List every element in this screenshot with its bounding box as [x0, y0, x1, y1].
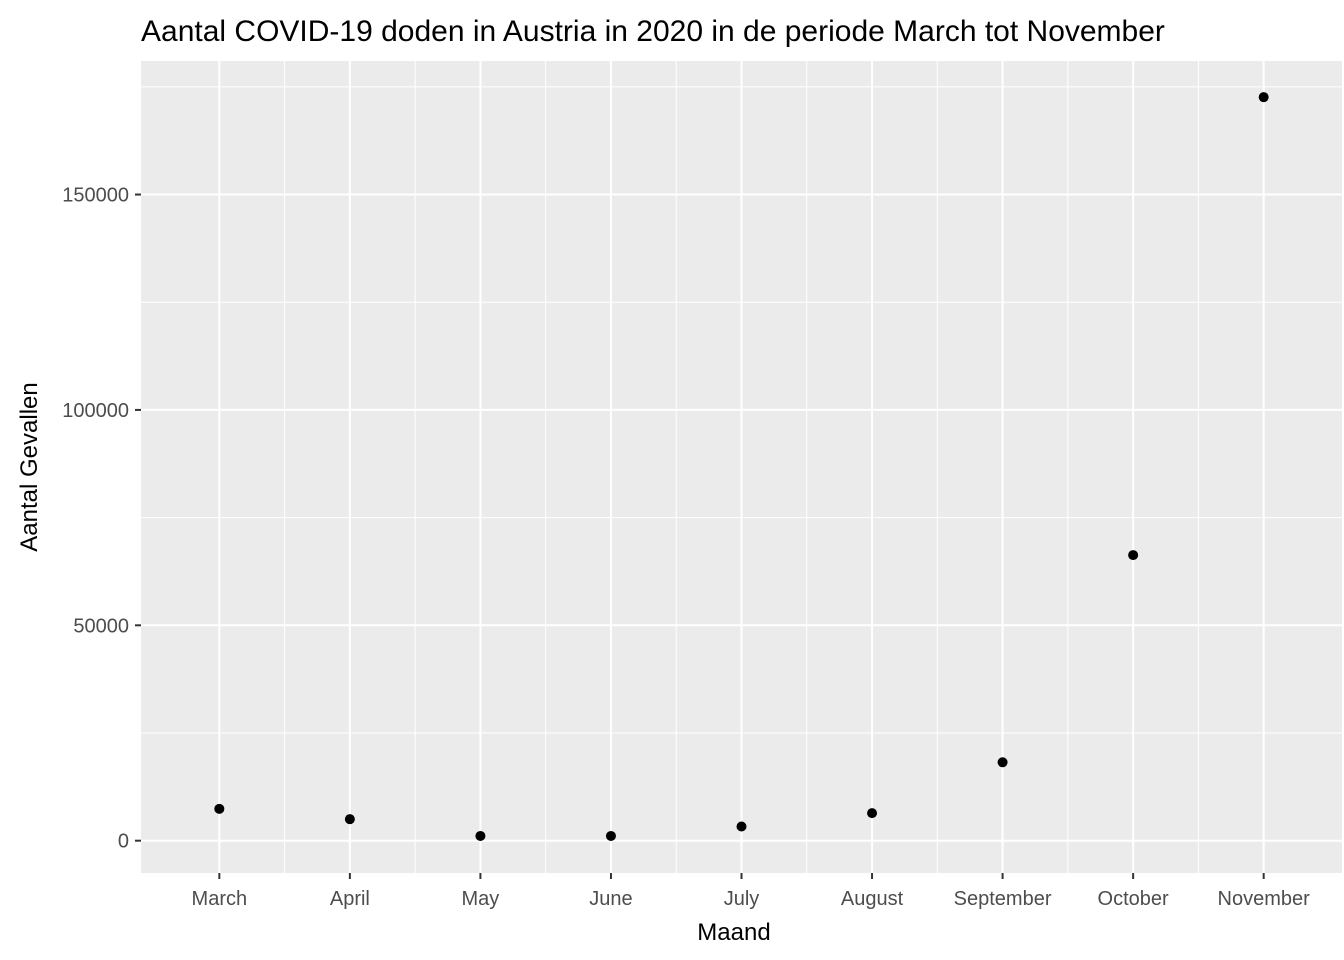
- x-tick-label: October: [1098, 888, 1169, 910]
- data-point-november: [1258, 92, 1269, 103]
- data-point-may: [475, 830, 486, 841]
- data-points: [214, 92, 1269, 841]
- grid-lines: [141, 61, 1342, 873]
- data-point-october: [1128, 550, 1139, 561]
- x-tick-label: November: [1218, 888, 1311, 910]
- x-tick-label: May: [462, 888, 500, 910]
- data-point-june: [605, 830, 616, 841]
- y-tick-label: 100000: [62, 400, 129, 422]
- x-tick-label: July: [724, 888, 760, 910]
- x-tick-label: June: [589, 888, 632, 910]
- y-tick-label: 0: [118, 831, 129, 853]
- x-tick-label: March: [192, 888, 248, 910]
- data-point-march: [214, 803, 225, 814]
- data-point-april: [344, 814, 355, 825]
- chart-title: Aantal COVID-19 doden in Austria in 2020…: [141, 15, 1165, 48]
- x-tick-label: April: [330, 888, 370, 910]
- x-axis-ticks: March April May June July August September Octo…: [192, 873, 1311, 910]
- x-tick-label: August: [841, 888, 904, 910]
- data-point-july: [736, 821, 747, 832]
- x-tick-label: September: [954, 888, 1052, 910]
- x-axis-title: Maand: [697, 919, 770, 946]
- y-axis-title: Aantal Gevallen: [16, 382, 43, 551]
- y-axis-ticks: 0 50000 100000 150000: [62, 185, 141, 853]
- data-point-august: [867, 808, 878, 819]
- y-tick-label: 50000: [73, 615, 129, 637]
- data-point-september: [997, 757, 1008, 768]
- y-tick-label: 150000: [62, 185, 129, 207]
